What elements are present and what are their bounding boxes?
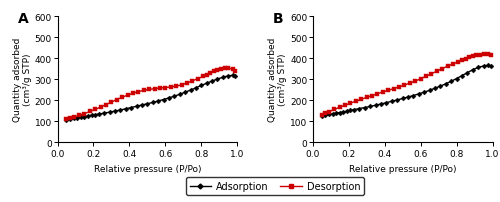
- Legend: Adsorption, Desorption: Adsorption, Desorption: [186, 177, 364, 195]
- X-axis label: Relative pressure (P/Po): Relative pressure (P/Po): [349, 164, 457, 173]
- X-axis label: Relative pressure (P/Po): Relative pressure (P/Po): [94, 164, 201, 173]
- Y-axis label: Quantity adsorbed
(cm³/g STP): Quantity adsorbed (cm³/g STP): [12, 38, 32, 122]
- Text: A: A: [18, 12, 28, 26]
- Text: B: B: [273, 12, 284, 26]
- Y-axis label: Quantity adsorbed
(cm³/g STP): Quantity adsorbed (cm³/g STP): [268, 38, 287, 122]
